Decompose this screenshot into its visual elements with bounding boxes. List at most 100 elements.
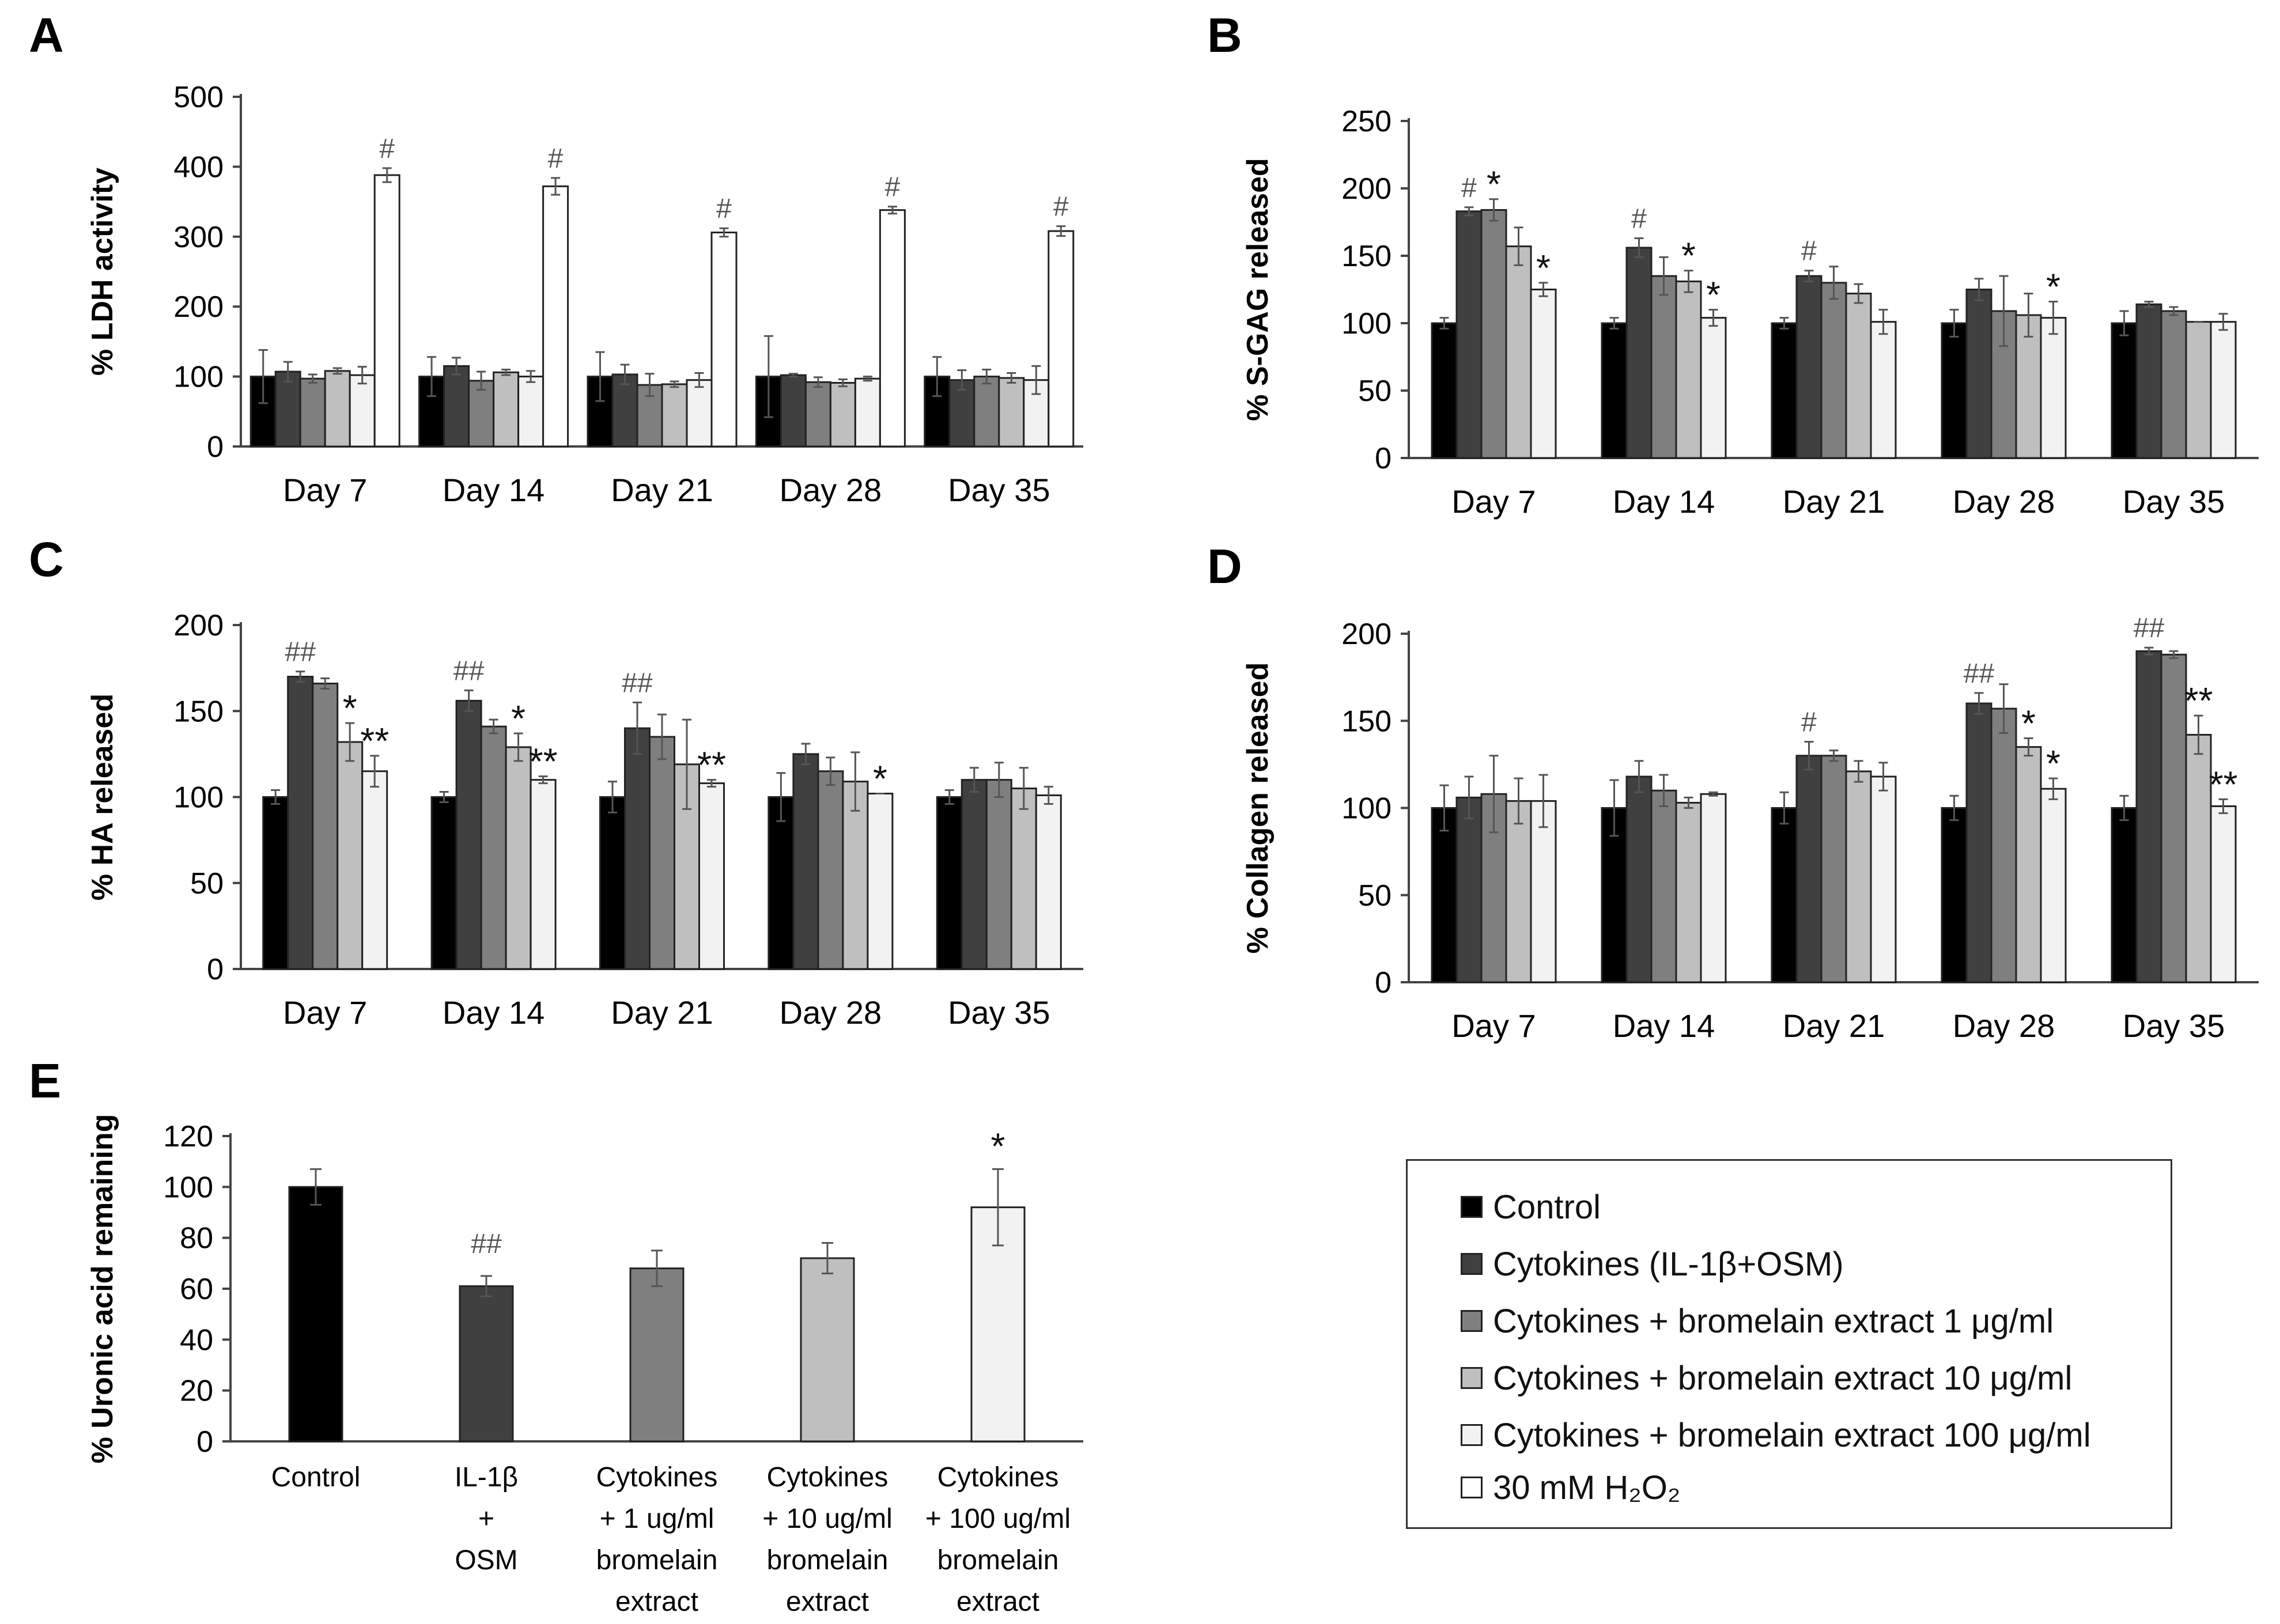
bar	[299, 377, 326, 448]
significance-marker: #	[716, 194, 732, 224]
x-tick-label: extract	[615, 1587, 698, 1617]
bar	[2185, 733, 2212, 983]
bar	[629, 1267, 685, 1443]
bar	[649, 736, 675, 970]
bar	[2135, 650, 2162, 983]
significance-marker: #	[885, 172, 901, 203]
bar	[1820, 755, 1847, 983]
y-tick-label: 100	[1341, 307, 1392, 340]
bar	[324, 370, 351, 448]
bar	[274, 370, 301, 448]
significance-marker: #	[1631, 204, 1647, 234]
y-tick-label: 500	[173, 81, 224, 114]
significance-marker: ##	[2134, 613, 2165, 643]
bar	[542, 185, 569, 448]
x-tick-label: Day 21	[611, 472, 713, 508]
bar	[998, 377, 1025, 448]
bar	[2111, 322, 2138, 459]
y-tick-label: 150	[1341, 705, 1392, 738]
x-tick-label: bromelain	[767, 1545, 888, 1576]
panel-letter: B	[1207, 8, 1242, 62]
x-tick-label: Cytokines	[596, 1462, 718, 1493]
bar	[1845, 293, 1872, 459]
y-tick-label: 250	[1341, 105, 1392, 138]
y-tick-label: 150	[173, 695, 224, 728]
y-tick-label: 80	[180, 1222, 213, 1255]
bar	[686, 379, 713, 448]
bar	[1941, 807, 1968, 983]
bar	[443, 365, 470, 448]
x-tick-label: Day 28	[1953, 1008, 2055, 1044]
legend-item-bromelain-1: Cytokines + bromelain extract 1 μg/ml	[1461, 1301, 2054, 1341]
bar	[1965, 702, 1992, 983]
y-axis-label: % HA released	[86, 694, 119, 900]
legend-label: Control	[1493, 1188, 1601, 1226]
legend-item-control: Control	[1461, 1187, 1601, 1227]
significance-marker: *	[2046, 266, 2060, 308]
significance-marker: *	[2046, 743, 2060, 784]
significance-marker: #	[379, 134, 395, 164]
x-tick-label: Day 28	[780, 994, 882, 1031]
panel-letter: A	[29, 8, 64, 62]
significance-marker: *	[1536, 247, 1551, 289]
legend-label: Cytokines (IL-1β+OSM)	[1493, 1245, 1844, 1283]
bar	[710, 232, 738, 448]
significance-marker: *	[343, 687, 357, 729]
significance-marker: **	[360, 720, 389, 762]
bar	[2160, 310, 2187, 459]
x-tick-label: Day 35	[2123, 1008, 2225, 1044]
bar	[1795, 755, 1823, 983]
bar	[418, 376, 445, 448]
significance-marker: #	[1461, 173, 1477, 203]
bar	[879, 209, 906, 448]
bar	[1845, 770, 1872, 983]
bar	[1965, 289, 1992, 459]
legend-swatch	[1461, 1310, 1483, 1332]
legend-item-cytokines: Cytokines (IL-1β+OSM)	[1461, 1244, 1844, 1284]
significance-marker: **	[697, 744, 726, 786]
x-tick-label: extract	[786, 1587, 869, 1617]
bar	[1035, 794, 1062, 970]
x-tick-label: + 100 ug/ml	[925, 1504, 1071, 1534]
y-axis-label: % Uronic acid remaining	[86, 1114, 119, 1464]
y-tick-label: 50	[1358, 374, 1392, 408]
significance-marker: *	[511, 698, 525, 739]
bar	[767, 796, 795, 970]
bar	[2111, 807, 2138, 983]
legend-item-bromelain-10: Cytokines + bromelain extract 10 μg/ml	[1461, 1358, 2072, 1398]
x-tick-label: Day 35	[948, 472, 1050, 508]
bar	[800, 1257, 855, 1443]
legend-swatch	[1461, 1253, 1483, 1275]
y-tick-label: 200	[1341, 618, 1392, 651]
x-tick-label: Day 7	[1451, 483, 1536, 520]
x-tick-label: +	[478, 1504, 494, 1534]
legend-swatch	[1461, 1367, 1483, 1389]
bar	[817, 770, 844, 970]
bar	[1941, 322, 1968, 459]
x-tick-label: IL-1β	[455, 1462, 518, 1493]
bar	[1505, 800, 1532, 983]
bar	[611, 373, 638, 448]
bar	[2185, 321, 2212, 459]
y-tick-label: 20	[180, 1375, 213, 1408]
significance-marker: **	[529, 741, 558, 782]
x-tick-label: Day 21	[611, 994, 713, 1031]
x-tick-label: Day 35	[948, 994, 1050, 1031]
y-tick-label: 100	[173, 781, 224, 815]
significance-marker: ##	[622, 668, 653, 698]
bar	[1530, 800, 1557, 983]
bar	[287, 676, 314, 970]
bar	[1601, 807, 1628, 983]
x-tick-label: bromelain	[937, 1545, 1059, 1576]
significance-marker: *	[1487, 164, 1501, 205]
bar	[262, 796, 289, 970]
x-tick-label: Day 21	[1783, 1008, 1885, 1044]
significance-marker: *	[1706, 274, 1721, 316]
legend-swatch	[1461, 1477, 1483, 1498]
y-tick-label: 60	[180, 1273, 213, 1306]
bar	[1010, 788, 1037, 970]
legend-swatch	[1461, 1424, 1483, 1446]
bar	[493, 371, 520, 448]
bar	[1771, 807, 1798, 983]
x-tick-label: Day 7	[283, 994, 367, 1031]
